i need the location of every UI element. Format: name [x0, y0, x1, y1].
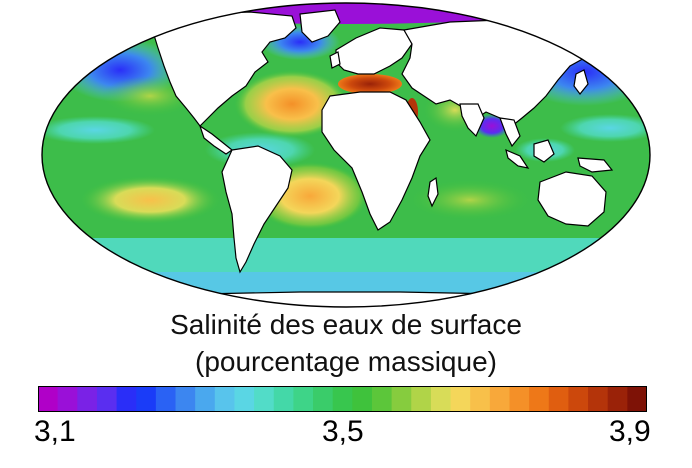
greenland [299, 9, 341, 43]
colorbar-cell [588, 386, 609, 412]
ocean-field [42, 3, 650, 307]
india [459, 103, 485, 138]
colorbar-cell [273, 386, 294, 412]
east-pacific-cyan [42, 116, 155, 144]
colorbar-cell [96, 386, 118, 412]
new-guinea [577, 157, 614, 173]
africa [321, 91, 431, 231]
colorbar-cell [470, 386, 491, 412]
salinity-world-map [41, 2, 651, 308]
colorbar-cell [509, 386, 530, 412]
colorbar-cell [548, 386, 570, 412]
madagascar [427, 176, 439, 208]
australia [537, 171, 607, 227]
colorbar-max-label: 3,9 [609, 415, 651, 448]
colorbar-cell [489, 386, 511, 412]
colorbar-cell [116, 386, 137, 412]
colorbar-cell [136, 386, 157, 412]
colorbar-cell [38, 386, 59, 412]
colorbar-cell [430, 386, 452, 412]
colorbar-cell [155, 386, 177, 412]
north-america [149, 11, 297, 127]
colorbar-cell [352, 386, 373, 412]
map-title: Salinité des eaux de surface [170, 309, 522, 340]
colorbar-cell [195, 386, 216, 412]
colorbar-cell [529, 386, 550, 412]
colorbar-cell [254, 386, 275, 412]
europe [335, 27, 413, 75]
colorbar-cell [568, 386, 589, 412]
colorbar-mid-label: 3,5 [322, 415, 364, 448]
colorbar-cells [38, 386, 647, 412]
colorbar-frame [38, 386, 647, 412]
map-subtitle: (pourcentage massique) [195, 346, 497, 377]
colorbar-cell [234, 386, 255, 412]
north-atlantic-gyre [234, 70, 350, 138]
colorbar-cell [57, 386, 78, 412]
japan [573, 69, 589, 95]
west-pacific-cyan [560, 114, 650, 142]
colorbar-cell [293, 386, 314, 412]
british-isles [329, 51, 341, 69]
colorbar-cell [77, 386, 98, 412]
colorbar-cell [332, 386, 353, 412]
colorbar-cell [607, 386, 628, 412]
central-america [198, 124, 234, 155]
globe-outline [41, 2, 651, 308]
sumatra [505, 148, 530, 169]
south-indian-gyre [410, 180, 530, 220]
colorbar-cell [175, 386, 196, 412]
colorbar-cell [391, 386, 412, 412]
colorbar-cell [313, 386, 334, 412]
colorbar-cell [450, 386, 471, 412]
map-svg [41, 2, 651, 308]
mediterranean-sea [338, 74, 402, 94]
colorbar-cell [411, 386, 432, 412]
borneo [533, 139, 555, 163]
colorbar-cell [627, 386, 647, 412]
colorbar-cell [214, 386, 236, 412]
south-pacific-gyre [80, 176, 220, 224]
new-zealand [615, 224, 629, 249]
colorbar-cell [371, 386, 393, 412]
indochina [499, 117, 521, 148]
south-america [221, 145, 293, 274]
colorbar-min-label: 3,1 [34, 415, 76, 448]
colorbar [38, 386, 647, 412]
